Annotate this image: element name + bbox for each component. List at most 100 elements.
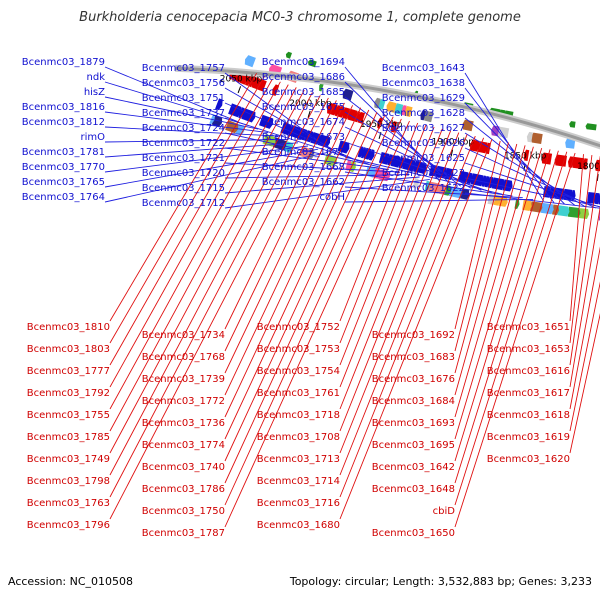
gene-label: Bcenmc03_1627 xyxy=(382,123,465,134)
label-leader-line xyxy=(454,140,501,330)
label-leader-line xyxy=(109,78,273,366)
label-leader-line xyxy=(339,126,435,366)
gene-feature xyxy=(368,149,375,161)
gene-label: Bcenmc03_1754 xyxy=(257,366,340,377)
gene-feature xyxy=(568,156,574,168)
scale-tick xyxy=(307,110,311,118)
scale-tick-label: 2050 kbp xyxy=(220,74,263,84)
gene-feature xyxy=(477,141,488,154)
gene-label: Bcenmc03_1683 xyxy=(372,352,455,363)
map-title: Burkholderia cenocepacia MC0-3 chromosom… xyxy=(79,10,521,25)
label-leader-line xyxy=(454,152,576,528)
gene-label: Bcenmc03_1625 xyxy=(382,153,465,164)
gene-label: Bcenmc03_1694 xyxy=(262,57,345,68)
gene-label: Bcenmc03_1662 xyxy=(262,177,345,188)
gene-label: Bcenmc03_1716 xyxy=(257,498,340,509)
gene-feature xyxy=(470,173,484,187)
gene-label: Bcenmc03_1803 xyxy=(27,344,110,355)
gene-label: Bcenmc03_1680 xyxy=(257,520,340,531)
scale-tick xyxy=(450,149,454,157)
gene-label: Bcenmc03_1714 xyxy=(257,476,340,487)
topology-text: Topology: circular; Length: 3,532,883 bp… xyxy=(289,575,592,588)
gene-feature xyxy=(225,120,239,134)
gene-feature xyxy=(378,99,386,110)
label-leader-line xyxy=(104,145,309,173)
gene-feature xyxy=(481,175,487,187)
label-leader-line xyxy=(569,156,600,366)
label-leader-line xyxy=(339,122,419,322)
gene-label: Bcenmc03_1620 xyxy=(487,454,570,465)
scale-tick xyxy=(237,86,242,94)
gene-label: rimO xyxy=(80,132,105,143)
gene-label: Bcenmc03_1674 xyxy=(262,117,345,128)
chromosome-backbone xyxy=(174,64,600,150)
label-leader-line xyxy=(224,112,378,440)
gene-label: Bcenmc03_1686 xyxy=(262,72,345,83)
gene-label: Bcenmc03_1787 xyxy=(142,528,225,539)
gene-label: Bcenmc03_1626 xyxy=(382,138,465,149)
scale-tick-label: 1900 kbp xyxy=(432,138,475,148)
gene-label: Bcenmc03_1792 xyxy=(27,388,110,399)
gene-feature xyxy=(238,107,245,119)
label-leader-line xyxy=(569,312,600,454)
gene-label: Bcenmc03_1751 xyxy=(142,93,225,104)
label-leader-line xyxy=(104,96,259,130)
gene-label: Bcenmc03_1629 xyxy=(382,93,465,104)
gene-label: Bcenmc03_1675 xyxy=(262,102,345,113)
gene-label: Bcenmc03_1736 xyxy=(142,418,225,429)
label-leader-line xyxy=(224,116,394,484)
label-leader-line xyxy=(104,142,299,158)
label-leader-line xyxy=(104,126,279,137)
label-leader-line xyxy=(224,174,410,179)
gene-label: Bcenmc03_1761 xyxy=(257,388,340,399)
label-leader-line xyxy=(569,205,600,388)
label-leader-line xyxy=(224,178,430,209)
gene-feature xyxy=(215,98,223,111)
gene-label: cbiD xyxy=(433,506,456,517)
gene-label: Bcenmc03_1772 xyxy=(142,396,225,407)
gene-label: Bcenmc03_1785 xyxy=(27,432,110,443)
gene-label: Bcenmc03_1740 xyxy=(142,462,225,473)
gene-label: Bcenmc03_1720 xyxy=(142,168,225,179)
gene-label: Bcenmc03_1685 xyxy=(262,87,345,98)
gene-feature xyxy=(377,117,383,129)
label-leader-line xyxy=(224,114,386,462)
label-leader-line xyxy=(339,139,493,520)
label-leader-line xyxy=(569,246,600,410)
label-leader-line xyxy=(464,102,565,205)
gene-feature xyxy=(342,107,351,120)
gene-label: Bcenmc03_1739 xyxy=(142,374,225,385)
gene-label: Bcenmc03_1763 xyxy=(27,498,110,509)
gene-label: Bcenmc03_1752 xyxy=(257,322,340,333)
gene-feature xyxy=(554,154,567,167)
label-leader-line xyxy=(104,66,239,123)
gene-label: Bcenmc03_1672 xyxy=(262,147,345,158)
gene-label: Bcenmc03_1796 xyxy=(27,520,110,531)
gene-feature xyxy=(335,105,341,117)
gene-label: Bcenmc03_1693 xyxy=(372,418,455,429)
gene-feature xyxy=(360,147,366,159)
label-leader-line xyxy=(109,92,313,476)
label-leader-line xyxy=(344,171,513,197)
gene-label: Bcenmc03_1638 xyxy=(382,78,465,89)
gene-label: Bcenmc03_1781 xyxy=(22,147,105,158)
label-leader-line xyxy=(454,147,543,440)
gene-feature xyxy=(245,74,252,86)
label-leader-line xyxy=(344,81,451,185)
gene-label: Bcenmc03_1724 xyxy=(142,123,225,134)
label-leader-line xyxy=(454,142,509,352)
label-leader-line xyxy=(109,75,265,344)
gene-feature xyxy=(404,106,413,117)
gene-feature xyxy=(523,149,530,161)
gene-feature xyxy=(585,123,597,131)
gene-label: Bcenmc03_1616 xyxy=(487,366,570,377)
gene-label: Bcenmc03_1617 xyxy=(487,388,570,399)
gene-label: Bcenmc03_1684 xyxy=(372,396,455,407)
gene-feature xyxy=(420,109,427,121)
track-rev-colored xyxy=(244,55,576,149)
label-leader-line xyxy=(109,95,321,498)
gene-feature xyxy=(582,158,588,170)
gene-feature xyxy=(386,101,397,113)
scale-tick-label: 2000 kbp xyxy=(289,99,332,109)
